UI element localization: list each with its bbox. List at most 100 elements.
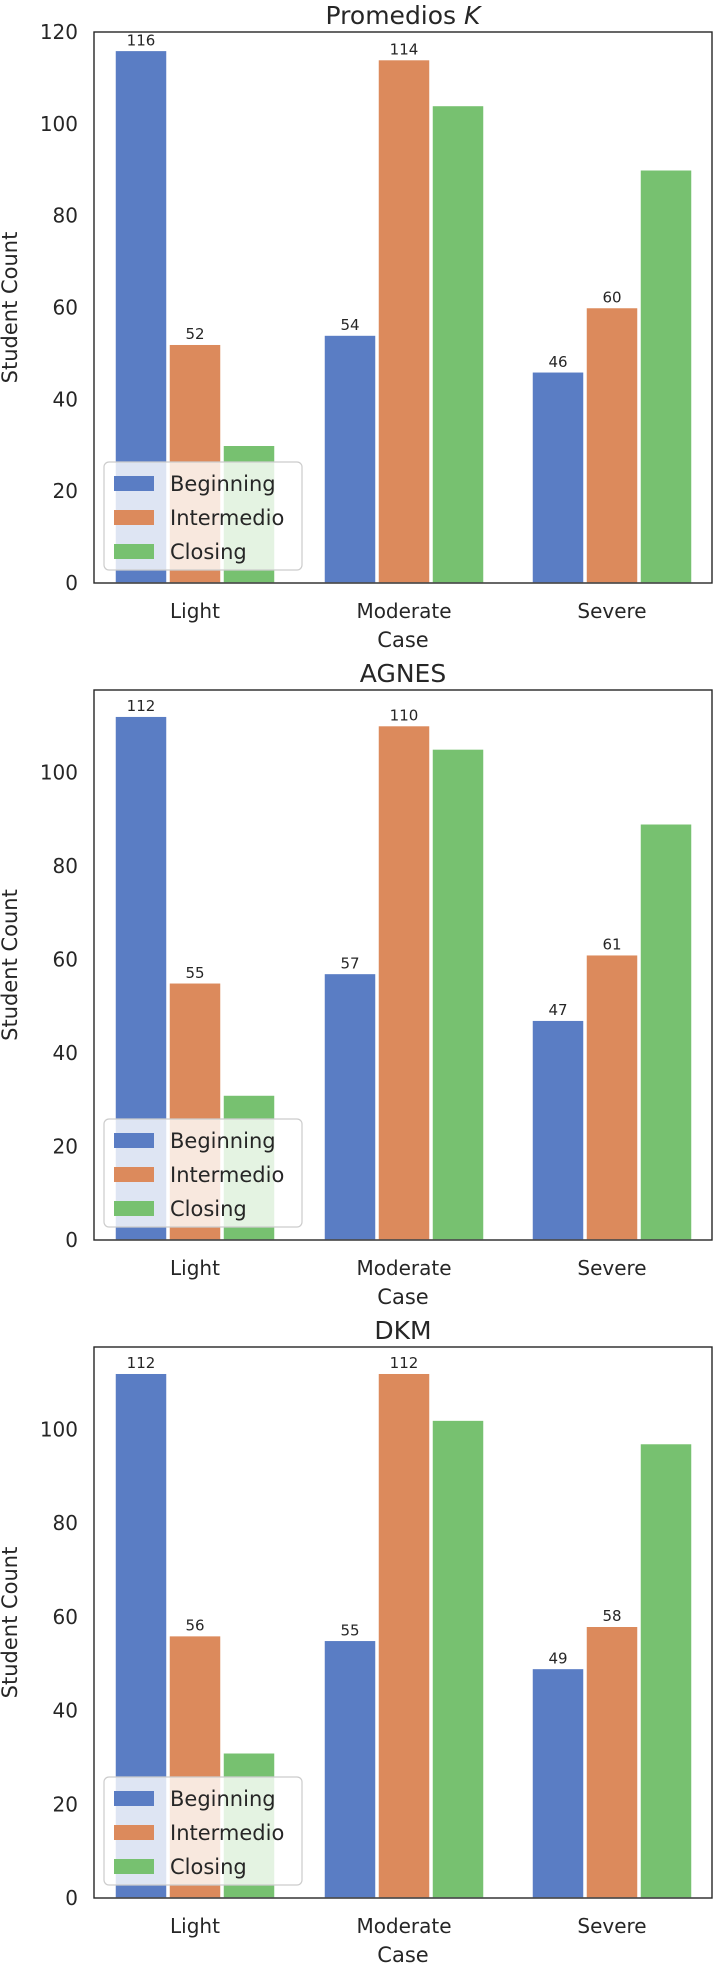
x-tick-label: Moderate [356, 1914, 451, 1938]
bar-closing-severe [639, 169, 693, 584]
legend: Beginning Intermedio Closing [103, 1118, 303, 1228]
legend-swatch-intermedio [114, 1167, 154, 1182]
chart-title: DKM [374, 1316, 431, 1345]
legend: Beginning Intermedio Closing [103, 461, 303, 571]
legend-entry: Beginning [170, 1129, 276, 1153]
legend-swatch-intermedio [114, 510, 154, 525]
y-tick-label: 80 [53, 1511, 78, 1535]
y-tick-label: 0 [65, 1886, 78, 1910]
data-label: 116 [127, 31, 156, 49]
y-tick-label: 100 [40, 760, 78, 784]
legend-swatch-beginning [114, 1791, 154, 1806]
bar-closing-severe [639, 823, 693, 1241]
chart-panel-1: Promedios K 0 20 40 60 80 100 120 116 52 Light 54 11… [0, 1, 713, 652]
plot-frame [93, 31, 713, 584]
x-tick-label: Moderate [356, 599, 451, 623]
chart-title-italic: K [464, 1, 483, 30]
plot-frame [93, 689, 713, 1241]
y-tick-label: 40 [53, 387, 78, 411]
y-tick-label: 40 [53, 1699, 78, 1723]
chart-title: AGNES [360, 659, 446, 688]
bar-closing-severe [639, 1442, 693, 1899]
bar-beginning-severe [531, 1667, 585, 1899]
y-tick-label: 20 [53, 1134, 78, 1158]
data-label: 56 [185, 1617, 204, 1635]
bar-closing-moderate [431, 748, 485, 1241]
legend-entry: Intermedio [170, 1163, 284, 1187]
y-tick-label: 20 [53, 1792, 78, 1816]
legend-entry: Closing [170, 540, 247, 564]
legend-swatch-closing [114, 1201, 154, 1216]
legend-entry: Closing [170, 1197, 247, 1221]
x-axis-label: Case [377, 628, 428, 652]
bar-beginning-moderate [323, 1639, 377, 1899]
data-label: 112 [127, 697, 156, 715]
y-tick-label: 60 [53, 296, 78, 320]
bar-intermedio-moderate [377, 1372, 431, 1899]
x-tick-label: Severe [577, 1256, 646, 1280]
x-tick-label: Light [170, 1256, 220, 1280]
bar-intermedio-moderate [377, 58, 431, 584]
y-tick-label: 80 [53, 854, 78, 878]
bar-intermedio-severe [585, 953, 639, 1241]
legend-entry: Intermedio [170, 1821, 284, 1845]
x-tick-label: Severe [577, 1914, 646, 1938]
data-label: 60 [602, 289, 621, 307]
data-label: 52 [185, 325, 204, 343]
bar-beginning-moderate [323, 972, 377, 1241]
bar-closing-moderate [431, 104, 485, 584]
legend-swatch-beginning [114, 476, 154, 491]
data-label: 57 [340, 954, 359, 972]
chart-title-main: Promedios [326, 1, 464, 30]
y-tick-label: 60 [53, 947, 78, 971]
legend-entry: Intermedio [170, 506, 284, 530]
y-axis-label: Student Count [0, 889, 22, 1041]
y-tick-label: 120 [40, 20, 78, 44]
legend-swatch-intermedio [114, 1825, 154, 1840]
plot-frame [93, 1346, 713, 1899]
data-label: 61 [602, 936, 621, 954]
data-label: 114 [390, 41, 419, 59]
x-axis-label: Case [377, 1285, 428, 1309]
data-label: 46 [548, 353, 567, 371]
x-tick-label: Severe [577, 599, 646, 623]
data-label: 58 [602, 1607, 621, 1625]
y-tick-label: 0 [65, 571, 78, 595]
bar-beginning-severe [531, 371, 585, 584]
data-label: 47 [548, 1001, 567, 1019]
data-label: 112 [127, 1354, 156, 1372]
y-tick-label: 20 [53, 479, 78, 503]
legend-entry: Beginning [170, 1787, 276, 1811]
data-label: 55 [340, 1621, 359, 1639]
data-label: 112 [390, 1354, 419, 1372]
data-label: 49 [548, 1649, 567, 1667]
y-tick-label: 80 [53, 204, 78, 228]
data-label: 54 [340, 316, 359, 334]
x-tick-label: Moderate [356, 1256, 451, 1280]
chart-panel-2: AGNES 0 20 40 60 80 100 112 55 Light 57 110 Moderate… [0, 659, 713, 1309]
data-label: 55 [185, 964, 204, 982]
data-label: 110 [390, 707, 419, 725]
y-tick-label: 100 [40, 1417, 78, 1441]
legend-swatch-closing [114, 544, 154, 559]
legend-swatch-closing [114, 1859, 154, 1874]
legend-entry: Beginning [170, 472, 276, 496]
bar-beginning-severe [531, 1019, 585, 1241]
legend-entry: Closing [170, 1855, 247, 1879]
legend-swatch-beginning [114, 1133, 154, 1148]
y-tick-label: 60 [53, 1605, 78, 1629]
bar-closing-moderate [431, 1419, 485, 1899]
y-tick-label: 0 [65, 1228, 78, 1252]
y-tick-label: 100 [40, 112, 78, 136]
chart-title: Promedios K [326, 1, 483, 30]
y-axis-label: Student Count [0, 232, 22, 384]
bar-intermedio-severe [585, 306, 639, 584]
bar-intermedio-moderate [377, 724, 431, 1241]
bar-intermedio-severe [585, 1625, 639, 1899]
bar-beginning-moderate [323, 334, 377, 584]
legend: Beginning Intermedio Closing [103, 1776, 303, 1886]
x-tick-label: Light [170, 599, 220, 623]
x-tick-label: Light [170, 1914, 220, 1938]
y-tick-label: 40 [53, 1041, 78, 1065]
